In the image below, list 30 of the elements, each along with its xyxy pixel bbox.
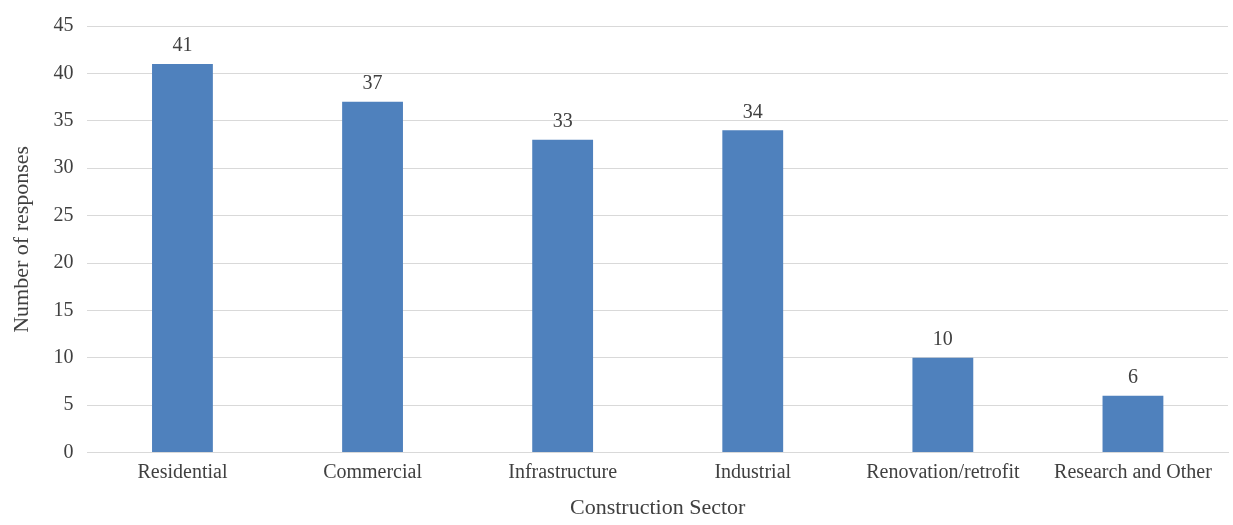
y-tick-label: 10: [53, 345, 74, 368]
x-tick-label: Industrial: [714, 459, 792, 482]
y-tick-label: 35: [53, 108, 74, 131]
data-label: 37: [362, 71, 383, 94]
data-label: 34: [742, 99, 763, 122]
data-label: 33: [552, 109, 573, 132]
y-tick-label: 20: [53, 250, 74, 273]
y-tick-label: 0: [63, 439, 74, 462]
x-tick-label: Commercial: [323, 459, 423, 482]
bar: [912, 357, 974, 453]
y-tick-label: 40: [53, 60, 74, 83]
bar: [152, 63, 213, 453]
y-tick-label: 45: [53, 13, 74, 36]
bar: [532, 139, 594, 453]
y-axis-title: Number of responses: [7, 145, 33, 333]
data-label: 6: [1127, 364, 1138, 387]
x-axis-title: Construction Sector: [570, 493, 747, 519]
bar: [722, 130, 784, 453]
y-tick-label: 5: [63, 392, 74, 415]
y-tick-label: 15: [53, 297, 74, 320]
x-tick-label: Research and Other: [1054, 459, 1213, 482]
bar: [342, 101, 403, 453]
bar: [1102, 395, 1164, 453]
x-tick-label: Renovation/retrofit: [866, 459, 1020, 482]
data-label: 10: [932, 327, 953, 350]
y-tick-label: 25: [53, 202, 74, 225]
y-tick-label: 30: [53, 155, 74, 178]
data-label: 41: [172, 33, 193, 56]
x-tick-label: Residential: [137, 459, 228, 482]
x-tick-label: Infrastructure: [508, 459, 618, 482]
